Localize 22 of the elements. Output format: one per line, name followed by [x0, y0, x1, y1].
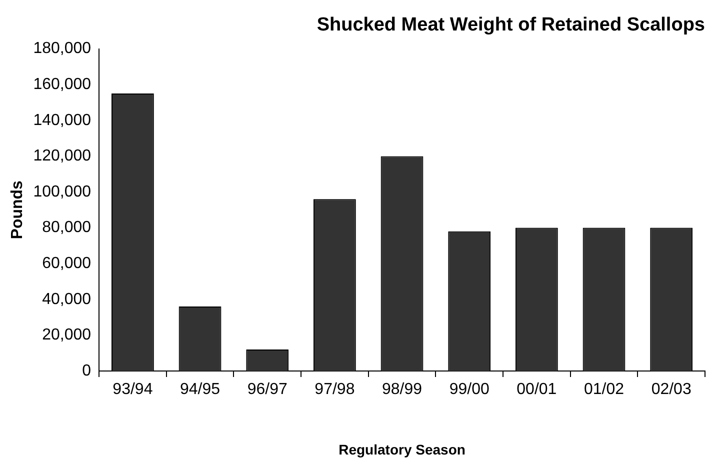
x-tick-label: 97/98 [314, 381, 355, 398]
y-tick-label: 100,000 [33, 183, 92, 200]
y-tick-label: 60,000 [42, 255, 92, 272]
y-tick-label: 140,000 [33, 112, 92, 129]
y-axis-title: Pounds [9, 180, 26, 240]
y-tick-label: 40,000 [42, 290, 92, 308]
x-tick-label: 01/02 [584, 381, 624, 398]
x-tick-label: 96/97 [247, 381, 288, 398]
y-tick-label: 80,000 [42, 219, 92, 236]
y-tick-label: 160,000 [33, 76, 92, 94]
chart-title: Shucked Meat Weight of Retained Scallops [316, 14, 705, 36]
y-tick-label: 0 [82, 362, 92, 380]
x-tick-label: 98/99 [382, 381, 422, 398]
y-tick-label: 180,000 [33, 40, 92, 58]
y-tick-label: 20,000 [42, 326, 92, 344]
x-tick-label: 99/00 [449, 381, 490, 398]
x-axis-title: Regulatory Season [338, 441, 466, 458]
x-tick-label: 02/03 [651, 381, 692, 398]
y-tick-label: 120,000 [33, 148, 92, 165]
x-tick-label: 94/95 [180, 381, 220, 398]
x-tick-label: 00/01 [516, 381, 557, 398]
x-tick-label: 93/94 [112, 381, 153, 398]
